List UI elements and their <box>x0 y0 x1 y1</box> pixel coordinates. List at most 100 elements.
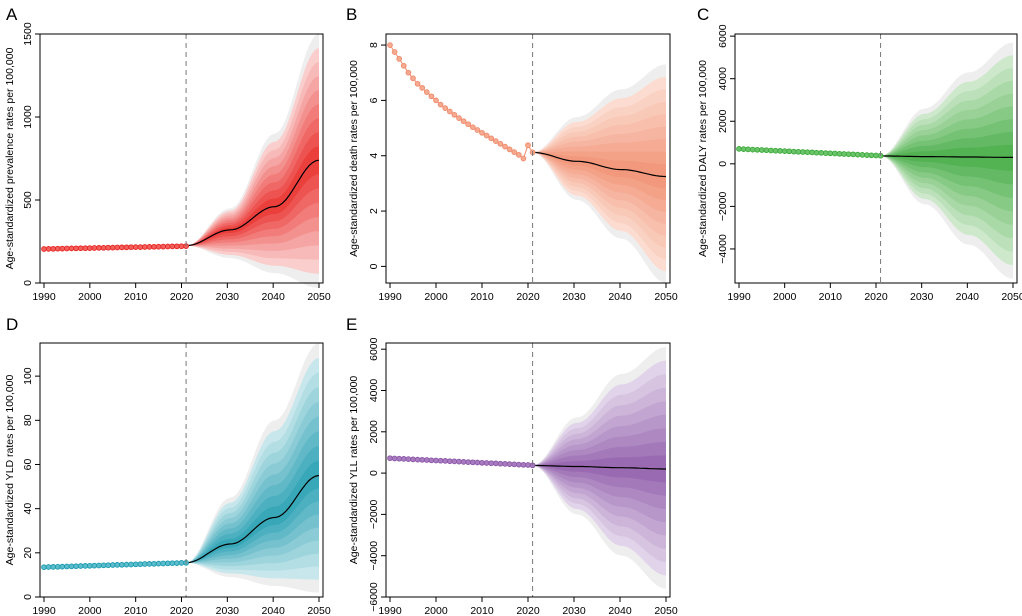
observed-point <box>105 562 112 569</box>
observed-point <box>428 93 435 100</box>
observed-point <box>387 42 393 48</box>
x-tick-label: 2020 <box>170 291 194 303</box>
observed-point <box>873 152 879 159</box>
panel-letter: D <box>6 315 18 334</box>
x-tick-label: 2020 <box>170 605 194 616</box>
y-tick-label: 0 <box>368 470 380 476</box>
observed-point <box>174 560 180 566</box>
observed-point <box>492 138 499 144</box>
y-tick-label: 500 <box>22 191 34 209</box>
observed-point <box>474 127 481 133</box>
forecast-band-9 <box>532 152 666 189</box>
observed-point <box>818 150 825 156</box>
observed-point <box>151 560 157 567</box>
observed-point <box>114 244 121 251</box>
x-tick-label: 2000 <box>773 291 797 303</box>
observed-point <box>146 244 153 250</box>
y-tick-label: 6 <box>368 97 380 103</box>
observed-point <box>469 459 476 466</box>
observed-point <box>446 458 453 465</box>
observed-point <box>460 118 467 125</box>
forecast-band-9 <box>186 146 319 246</box>
observed-line <box>389 44 534 160</box>
observed-point <box>460 459 467 465</box>
observed-point <box>73 245 79 252</box>
x-tick-label: 2000 <box>78 291 102 303</box>
observed-point <box>41 564 47 571</box>
x-tick-label: 2050 <box>654 605 678 616</box>
forecast-mean-line <box>532 464 666 470</box>
panel-e: E Age-standardized YLL rates per 100,000 1… <box>346 315 678 616</box>
y-tick-label: −4000 <box>717 234 729 264</box>
observed-point <box>68 563 75 570</box>
x-tick-label: 2010 <box>124 291 148 303</box>
observed-point <box>132 561 139 568</box>
forecast-band-9 <box>532 455 666 483</box>
observed-point <box>123 561 130 568</box>
observed-point <box>479 459 485 466</box>
x-tick-label: 1990 <box>727 291 751 303</box>
observed-point <box>77 245 84 252</box>
x-tick-label: 2020 <box>516 291 540 303</box>
observed-point <box>442 458 449 464</box>
observed-point <box>396 56 403 62</box>
observed-point <box>128 244 134 251</box>
x-tick-label: 2040 <box>261 291 285 303</box>
x-tick-label: 2020 <box>864 291 888 303</box>
panel-c: C Age-standardized DALY rates per 100,000… <box>697 5 1022 303</box>
observed-point <box>50 245 57 252</box>
observed-point <box>391 49 398 55</box>
x-tick-label: 2050 <box>307 605 331 616</box>
observed-point <box>174 243 180 250</box>
x-tick-label: 2010 <box>470 605 494 616</box>
forecast-mean-line <box>532 151 667 178</box>
observed-point <box>169 243 176 250</box>
forecast-band-9 <box>186 460 319 563</box>
observed-point <box>515 461 522 468</box>
observed-point <box>442 105 449 111</box>
x-tick-label: 2000 <box>424 605 448 616</box>
y-axis-label: Age-standardized prevalence rates per 10… <box>4 47 16 269</box>
x-tick-label: 2050 <box>307 291 331 303</box>
observed-point <box>511 149 518 155</box>
observed-point <box>59 563 66 570</box>
observed-point <box>410 456 416 463</box>
x-tick-label: 2030 <box>216 605 240 616</box>
observed-point <box>813 149 820 156</box>
observed-point <box>520 155 527 162</box>
observed-point <box>423 457 430 463</box>
observed-point <box>91 562 98 569</box>
observed-point <box>428 457 435 464</box>
observed-point <box>77 563 84 569</box>
observed-point <box>483 460 490 466</box>
observed-point <box>169 560 176 567</box>
panel-d: D Age-standardized YLD rates per 100,000 1… <box>4 315 331 616</box>
observed-point <box>488 460 495 467</box>
observed-point <box>410 75 416 82</box>
y-tick-label: 0 <box>22 280 34 286</box>
observed-point <box>45 564 52 570</box>
y-tick-label: 0 <box>368 263 380 269</box>
panel-letter: B <box>346 5 357 24</box>
x-tick-label: 2000 <box>424 291 448 303</box>
observed-point <box>160 560 167 567</box>
observed-point <box>465 121 472 128</box>
x-tick-label: 2030 <box>562 605 586 616</box>
y-tick-label: 0 <box>717 161 729 167</box>
observed-point <box>423 89 430 95</box>
observed-point <box>64 563 70 570</box>
panel-letter: A <box>6 5 18 24</box>
observed-point <box>841 151 847 157</box>
x-tick-label: 2040 <box>608 605 632 616</box>
panel-letter: C <box>697 5 709 24</box>
panel-letter: E <box>346 315 357 334</box>
y-tick-label: 4000 <box>717 67 729 91</box>
observed-point <box>419 85 426 91</box>
observed-point <box>492 460 499 467</box>
y-tick-label: −4000 <box>368 541 380 571</box>
observed-point <box>845 151 852 158</box>
observed-point <box>414 80 421 87</box>
observed-point <box>73 563 79 570</box>
observed-point <box>804 149 811 156</box>
observed-point <box>96 245 102 251</box>
